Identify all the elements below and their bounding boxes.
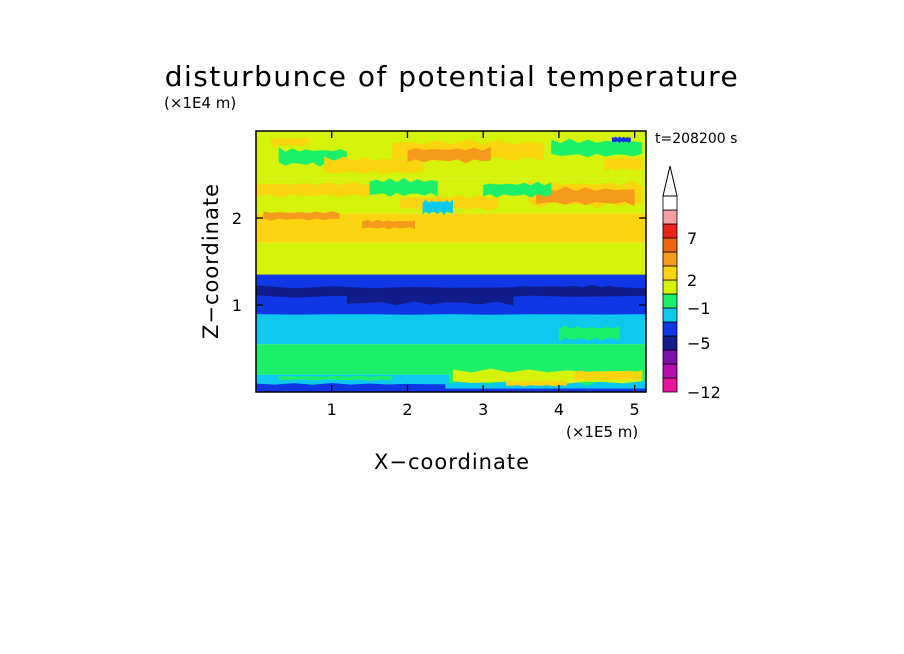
contour-patch-10 [278, 375, 393, 381]
contour-patch-17 [362, 219, 415, 230]
colorbar-cell-0 [662, 377, 678, 393]
colorbar-label-1: −5 [687, 334, 711, 353]
plot-frame [255, 130, 647, 393]
colorbar-extend-arrow [662, 165, 678, 197]
y-axis-label: Z−coordinate [199, 183, 223, 339]
contour-patch-33 [558, 325, 620, 342]
colorbar-cell-12 [662, 209, 678, 225]
x-axis-unit: (×1E5 m) [566, 423, 638, 441]
colorbar-cell-3 [662, 335, 678, 351]
colorbar-cell-5 [662, 307, 678, 323]
contour-patch-12 [437, 247, 529, 269]
x-tick-label-2: 3 [478, 400, 488, 419]
contour-patch-29 [604, 155, 643, 172]
contour-patch-27 [407, 146, 491, 164]
colorbar-cell-2 [662, 349, 678, 365]
x-axis: 1 2 3 4 5 [327, 131, 640, 419]
contour-field [256, 131, 646, 392]
colorbar-label-4: 7 [687, 229, 697, 248]
x-axis-label: X−coordinate [374, 450, 530, 474]
y-axis: 12 [232, 209, 646, 315]
colorbar-cell-1 [662, 363, 678, 379]
x-tick-label-3: 4 [554, 400, 564, 419]
colorbar: −12−5−127 [662, 165, 721, 402]
x-tick-label-4: 5 [630, 400, 640, 419]
contour-patch-7 [505, 380, 567, 387]
contour-patch-15 [521, 225, 620, 242]
colorbar-cell-8 [662, 265, 678, 281]
contour-patch-9 [256, 383, 446, 391]
contour-patch-1 [346, 286, 514, 306]
contour-patch-24 [483, 181, 552, 198]
contour-patch-32 [271, 137, 309, 147]
colorbar-label-0: −12 [687, 383, 721, 402]
contour-band-0 [256, 388, 646, 392]
y-tick-label-1: 2 [232, 209, 242, 228]
contour-patch-2 [513, 285, 612, 295]
contour-patch-28 [551, 138, 643, 158]
colorbar-label-2: −1 [687, 299, 711, 318]
colorbar-cell-4 [662, 321, 678, 337]
contour-patch-14 [399, 220, 491, 237]
colorbar-cell-13 [662, 195, 678, 211]
colorbar-label-3: 2 [687, 271, 697, 290]
contour-patch-31 [611, 136, 631, 143]
x-tick-label-0: 1 [327, 400, 337, 419]
contour-patch-25 [324, 156, 423, 175]
y-tick-label-0: 1 [232, 296, 242, 315]
contour-patch-4 [271, 349, 446, 364]
colorbar-cell-7 [662, 279, 678, 295]
chart-title: disturbunce of potential temperature [165, 60, 740, 93]
x-tick-label-1: 2 [402, 400, 412, 419]
contour-patch-11 [256, 247, 325, 267]
contour-patch-8 [574, 369, 643, 381]
colorbar-cell-11 [662, 223, 678, 239]
contour-patch-16 [263, 211, 340, 221]
colorbar-cell-6 [662, 293, 678, 309]
colorbar-cell-9 [662, 251, 678, 267]
contour-patch-3 [256, 311, 646, 315]
colorbar-cell-10 [662, 237, 678, 253]
time-label: t=208200 s [655, 131, 737, 147]
contour-patch-30 [422, 199, 453, 215]
contour-patch-23 [369, 178, 438, 197]
contour-patch-20 [536, 186, 635, 207]
y-axis-unit: (×1E4 m) [164, 94, 236, 112]
contour-patch-21 [256, 181, 378, 198]
